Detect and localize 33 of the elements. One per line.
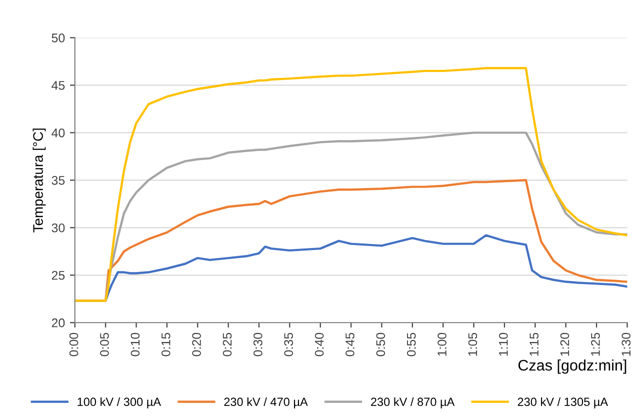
x-tick-label: 1:10 — [498, 332, 508, 356]
x-tick-label: 0:15 — [161, 332, 170, 356]
x-tick-label: 1:25 — [591, 332, 600, 356]
x-tick-label: 0:05 — [100, 332, 109, 356]
x-tick-label: 0:10 — [130, 332, 140, 356]
x-tick-label: 1:05 — [468, 332, 478, 356]
y-axis-title: Temperatura [°C] — [32, 128, 46, 232]
y-tick-label: 30 — [52, 223, 65, 232]
x-tick-label: 0:40 — [314, 332, 324, 356]
x-tick-label: 1:30 — [622, 332, 631, 356]
x-tick-label: 0:55 — [406, 332, 416, 356]
y-tick-label: 20 — [52, 318, 65, 328]
x-axis-title: Czas [godz:min] — [518, 359, 626, 374]
x-tick-label: 1:20 — [560, 332, 570, 356]
x-tick-label: 0:35 — [284, 332, 294, 356]
x-tick-label: 0:25 — [222, 332, 232, 356]
x-tick-label: 0:50 — [376, 332, 386, 356]
x-tick-label: 0:20 — [192, 332, 201, 356]
legend-label: 230 kV / 870 µA — [371, 397, 455, 408]
y-tick-label: 35 — [52, 176, 65, 185]
legend-label: 230 kV / 1305 µA — [518, 397, 608, 408]
y-tick-label: 45 — [52, 81, 65, 90]
y-tick-label: 40 — [52, 128, 65, 138]
legend-label: 100 kV / 300 µA — [78, 397, 162, 408]
x-tick-label: 1:00 — [438, 332, 446, 356]
y-tick-label: 25 — [52, 270, 65, 280]
x-tick-label: 0:45 — [346, 332, 354, 356]
legend-label: 230 kV / 470 µA — [224, 397, 308, 408]
x-tick-label: 0:00 — [69, 332, 78, 356]
x-tick-label: 1:15 — [530, 332, 538, 356]
x-tick-label: 0:30 — [253, 332, 262, 356]
line-series — [74, 66, 628, 302]
y-tick-label: 50 — [52, 34, 65, 42]
